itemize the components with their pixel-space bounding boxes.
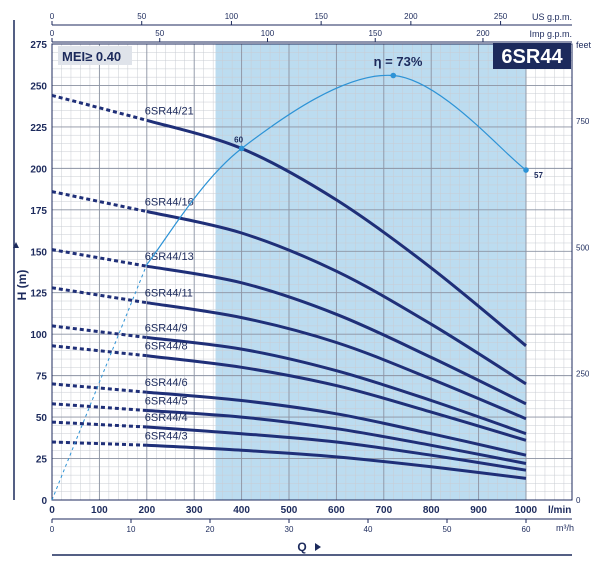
series-label: 6SR44/9	[145, 322, 188, 334]
series-line	[146, 354, 527, 442]
m3h-tick-label: 30	[285, 525, 294, 534]
y-tick-label: 275	[30, 40, 47, 51]
x-tick-label: 800	[423, 505, 440, 516]
us-gpm-tick-label: 0	[50, 12, 55, 21]
x-tick-label: 900	[470, 505, 487, 516]
y-tick-label: 150	[30, 247, 47, 258]
feet-tick-label: 750	[576, 117, 590, 126]
x-tick-label: 1000	[515, 505, 538, 516]
us-gpm-unit: US g.p.m.	[532, 12, 572, 22]
efficiency-marker	[523, 167, 529, 173]
series-label: 6SR44/16	[145, 196, 194, 208]
imp-gpm-tick-label: 200	[476, 29, 490, 38]
y-tick-label: 100	[30, 330, 47, 341]
series-line	[146, 210, 527, 386]
x-tick-label: 600	[328, 505, 345, 516]
efficiency-marker	[390, 72, 397, 79]
m3h-tick-label: 0	[50, 525, 55, 534]
efficiency-line-dashed	[51, 264, 148, 501]
x-tick-label: 300	[186, 505, 203, 516]
x-tick-label: 500	[281, 505, 298, 516]
series-line	[146, 336, 527, 436]
imp-gpm-tick-label: 0	[50, 29, 55, 38]
y-tick-label: 200	[30, 164, 47, 175]
x-axis-unit: l/min	[548, 505, 571, 516]
series-label: 6SR44/8	[145, 341, 188, 353]
x-axis-ticks: 0 100 200 300 400 500 600 700 800 900 1000	[49, 505, 537, 516]
series-label: 6SR44/3	[145, 430, 188, 442]
series-label: 6SR44/6	[145, 377, 188, 389]
y-tick-label: 50	[36, 413, 48, 424]
shaded-operating-range	[215, 44, 526, 500]
right-axis-feet: 0 250 500 750	[576, 117, 590, 505]
y-tick-label: 0	[41, 496, 47, 507]
feet-tick-label: 500	[576, 243, 590, 252]
y-tick-label: 125	[30, 289, 47, 300]
x-axis-label: Q	[297, 540, 306, 554]
series-label: 6SR44/11	[145, 288, 193, 300]
series-line	[146, 409, 527, 465]
series-line	[146, 118, 527, 347]
m3h-tick-label: 50	[443, 525, 452, 534]
series-line	[146, 443, 527, 480]
chart-title: 6SR44	[501, 46, 563, 68]
m3h-unit: m³/h	[556, 523, 574, 533]
feet-unit: feet	[576, 40, 592, 50]
model-badge	[493, 43, 571, 69]
series-line	[146, 390, 527, 457]
us-gpm-tick-label: 250	[494, 12, 508, 21]
m3h-tick-label: 10	[127, 525, 136, 534]
us-gpm-tick-label: 100	[225, 12, 239, 21]
y-axis-ticks: 0 25 50 75 100 125 150 175 200 225 250 275	[30, 40, 47, 507]
x-tick-label: 100	[91, 505, 108, 516]
us-gpm-tick-label: 200	[404, 12, 418, 21]
y-tick-label: 75	[36, 372, 48, 383]
m3h-tick-label: 60	[522, 525, 531, 534]
x-axis-arrow-icon	[315, 543, 321, 551]
imp-gpm-tick-label: 150	[369, 29, 383, 38]
imp-gpm-tick-label: 100	[261, 29, 275, 38]
series-line	[146, 425, 527, 472]
y-axis-label: H (m)	[15, 270, 29, 301]
series-label: 6SR44/21	[145, 105, 194, 117]
x-tick-label: 200	[138, 505, 155, 516]
m3h-tick-label: 40	[364, 525, 373, 534]
feet-tick-label: 0	[576, 496, 581, 505]
us-gpm-tick-label: 50	[137, 12, 146, 21]
series-label: 6SR44/4	[145, 412, 188, 424]
x-tick-label: 700	[375, 505, 392, 516]
top-axes: 0 50 100 150 200 250 0 50 100 150 200	[50, 12, 572, 43]
series-line	[146, 264, 527, 406]
series-line	[146, 301, 527, 421]
y-tick-label: 175	[30, 206, 47, 217]
imp-gpm-tick-label: 50	[155, 29, 164, 38]
mei-badge	[58, 46, 132, 65]
x-tick-label: 0	[49, 505, 55, 516]
efficiency-curve: 60 57	[51, 72, 543, 501]
imp-gpm-unit: Imp g.p.m.	[529, 29, 572, 39]
series-line-dashed	[51, 93, 148, 122]
efficiency-marker-label: 57	[534, 171, 543, 180]
bottom-secondary-axis: 0 10 20 30 40 50 60	[50, 518, 572, 534]
y-tick-label: 225	[30, 123, 47, 134]
series-label: 6SR44/13	[145, 251, 194, 263]
y-tick-label: 250	[30, 81, 47, 92]
series-label: 6SR44/5	[145, 395, 188, 407]
efficiency-marker	[238, 145, 245, 152]
series-group: 6SR44/21 6SR44/16 6SR44/13 6SR44/11 6SR44/9 6…	[51, 93, 527, 480]
feet-tick-label: 250	[576, 370, 590, 379]
efficiency-line	[146, 74, 527, 265]
efficiency-label: η = 73%	[374, 54, 423, 69]
plot-frame	[51, 43, 573, 501]
mei-label: MEI≥ 0.40	[62, 49, 121, 64]
m3h-tick-label: 20	[206, 525, 215, 534]
us-gpm-tick-label: 150	[314, 12, 328, 21]
y-tick-label: 25	[36, 455, 48, 466]
x-tick-label: 400	[233, 505, 250, 516]
efficiency-marker-label: 60	[234, 135, 243, 144]
